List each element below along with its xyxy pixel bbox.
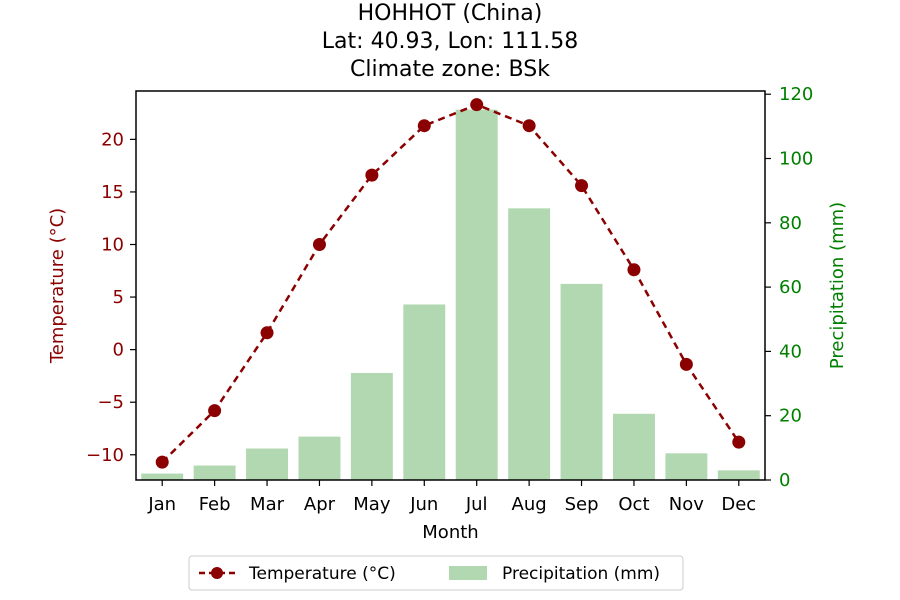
left-tick-label: −10: [86, 445, 124, 466]
x-tick-label-sep: Sep: [565, 494, 599, 515]
temperature-point-sep: [575, 179, 589, 193]
precipitation-bar-apr: [298, 436, 341, 480]
legend-temperature-label: Temperature (°C): [248, 564, 396, 584]
left-y-axis-label: Temperature (°C): [47, 208, 68, 364]
precipitation-bar-aug: [508, 208, 551, 481]
precipitation-bar-jan: [141, 473, 184, 480]
right-tick-label: 100: [779, 149, 813, 170]
x-tick-label-nov: Nov: [669, 494, 704, 515]
right-tick-label: 40: [779, 341, 802, 362]
temperature-point-may: [365, 168, 379, 182]
left-tick-label: −5: [97, 392, 124, 413]
temperature-point-mar: [260, 326, 274, 340]
precipitation-bar-mar: [246, 448, 289, 480]
temperature-point-dec: [732, 435, 746, 449]
temperature-point-jun: [417, 119, 431, 133]
right-tick-label: 0: [779, 470, 790, 491]
chart-title-line-1: HOHHOT (China): [357, 1, 543, 26]
x-tick-label-apr: Apr: [304, 494, 336, 515]
precipitation-bar-oct: [612, 413, 655, 480]
temperature-point-oct: [627, 263, 641, 277]
precipitation-bar-dec: [717, 470, 760, 480]
temperature-point-feb: [208, 404, 222, 418]
left-tick-label: 0: [113, 340, 124, 361]
temperature-point-jul: [470, 98, 484, 112]
temperature-line-series: [155, 98, 746, 469]
precipitation-bar-may: [350, 372, 393, 480]
temperature-line: [161, 103, 740, 464]
x-tick-label-jul: Jul: [465, 494, 488, 515]
legend-precipitation-label: Precipitation (mm): [502, 564, 660, 584]
legend: Temperature (°C) Precipitation (mm): [188, 555, 684, 591]
x-tick-label-feb: Feb: [199, 494, 231, 515]
x-axis: Jan Feb Mar Apr May Jun Jul Aug Sep Oct Nov Dec: [147, 480, 756, 515]
legend-temperature-marker: [211, 567, 223, 579]
left-y-axis: −10 −5 0 5 10 15 20: [86, 129, 136, 466]
temperature-point-jan: [155, 455, 169, 469]
legend-box: [188, 555, 684, 591]
right-y-axis: 0 20 40 60 80 100 120: [765, 84, 813, 491]
temperature-point-aug: [522, 119, 536, 133]
right-y-axis-label: Precipitation (mm): [827, 202, 848, 369]
x-tick-label-mar: Mar: [250, 494, 285, 515]
chart-title-line-2: Lat: 40.93, Lon: 111.58: [321, 29, 579, 54]
x-tick-label-jun: Jun: [409, 494, 438, 515]
precipitation-bar-jul: [455, 109, 498, 481]
temperature-point-nov: [679, 357, 693, 371]
left-tick-label: 20: [101, 129, 124, 150]
x-tick-label-jan: Jan: [147, 494, 176, 515]
legend-precipitation-swatch: [449, 566, 487, 580]
x-tick-label-oct: Oct: [618, 494, 649, 515]
left-tick-label: 15: [101, 182, 124, 203]
right-tick-label: 120: [779, 84, 813, 105]
right-tick-label: 80: [779, 213, 802, 234]
chart-title-line-3: Climate zone: BSk: [350, 57, 550, 82]
precipitation-bar-feb: [193, 465, 236, 480]
right-tick-label: 20: [779, 406, 802, 427]
x-axis-label: Month: [422, 522, 478, 543]
precipitation-bar-nov: [665, 453, 708, 480]
right-tick-label: 60: [779, 277, 802, 298]
temperature-point-apr: [312, 237, 326, 251]
plot-frame: [135, 90, 766, 481]
x-tick-label-dec: Dec: [721, 494, 756, 515]
left-tick-label: 10: [101, 234, 124, 255]
x-tick-label-aug: Aug: [512, 494, 547, 515]
precipitation-bar-sep: [560, 283, 603, 480]
precipitation-bars: [141, 109, 760, 481]
left-tick-label: 5: [113, 287, 124, 308]
precipitation-bar-jun: [403, 304, 446, 480]
x-tick-label-may: May: [353, 494, 391, 515]
